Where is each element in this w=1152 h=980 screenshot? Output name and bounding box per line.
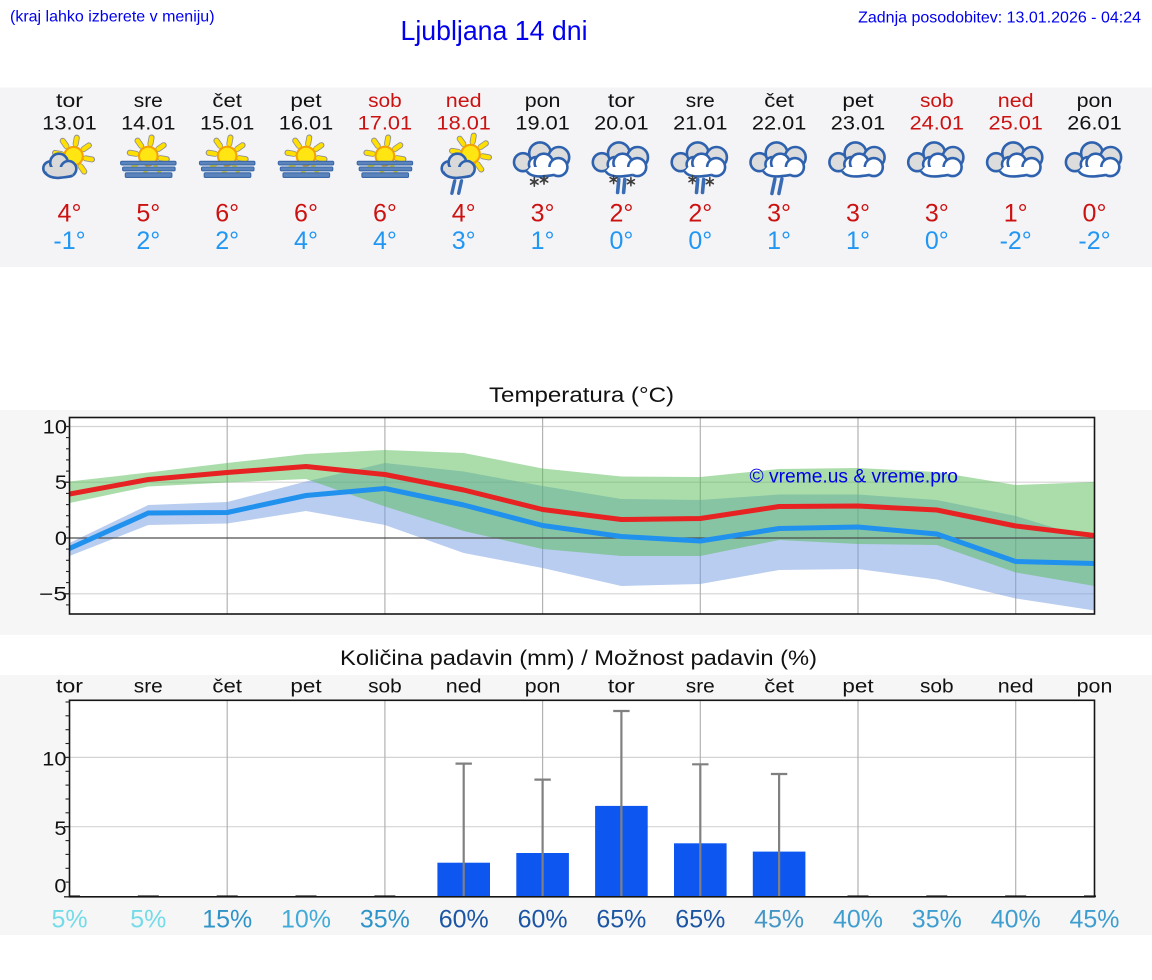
svg-text:0°: 0° bbox=[925, 227, 949, 255]
svg-text:21.01: 21.01 bbox=[673, 113, 727, 134]
svg-text:1°: 1° bbox=[531, 227, 555, 255]
svg-text:1°: 1° bbox=[846, 227, 870, 255]
svg-text:pon: pon bbox=[525, 677, 561, 698]
svg-text:15%: 15% bbox=[202, 905, 252, 933]
svg-text:5: 5 bbox=[55, 473, 67, 494]
svg-text:© vreme.us & vreme.pro: © vreme.us & vreme.pro bbox=[750, 467, 959, 488]
svg-text:5°: 5° bbox=[136, 199, 160, 227]
svg-text:čet: čet bbox=[764, 91, 794, 112]
svg-text:0: 0 bbox=[55, 529, 67, 550]
svg-text:2°: 2° bbox=[136, 227, 160, 255]
svg-text:35%: 35% bbox=[360, 905, 410, 933]
svg-text:sob: sob bbox=[368, 677, 402, 698]
svg-text:10%: 10% bbox=[281, 905, 331, 933]
svg-text:tor: tor bbox=[608, 677, 636, 698]
svg-text:pet: pet bbox=[842, 677, 874, 698]
svg-text:0: 0 bbox=[54, 877, 66, 898]
svg-text:22.01: 22.01 bbox=[752, 113, 806, 134]
svg-text:sob: sob bbox=[920, 677, 954, 698]
svg-text:Količina padavin (mm) / Možnos: Količina padavin (mm) / Možnost padavin … bbox=[340, 647, 817, 670]
svg-text:2°: 2° bbox=[688, 199, 712, 227]
svg-text:14.01: 14.01 bbox=[121, 113, 175, 134]
svg-text:45%: 45% bbox=[754, 905, 804, 933]
svg-text:10: 10 bbox=[43, 417, 67, 438]
svg-text:1°: 1° bbox=[767, 227, 791, 255]
svg-text:ned: ned bbox=[446, 91, 482, 112]
svg-text:2°: 2° bbox=[215, 227, 239, 255]
svg-text:10: 10 bbox=[42, 750, 66, 771]
svg-text:3°: 3° bbox=[767, 199, 791, 227]
svg-text:17.01: 17.01 bbox=[358, 113, 412, 134]
svg-text:26.01: 26.01 bbox=[1067, 113, 1121, 134]
svg-text:60%: 60% bbox=[518, 905, 568, 933]
svg-text:ned: ned bbox=[446, 677, 482, 698]
svg-text:40%: 40% bbox=[833, 905, 883, 933]
svg-text:sre: sre bbox=[686, 91, 715, 112]
svg-text:pon: pon bbox=[525, 91, 561, 112]
svg-text:pon: pon bbox=[1077, 91, 1113, 112]
svg-text:(kraj lahko izberete v meniju): (kraj lahko izberete v meniju) bbox=[10, 9, 215, 26]
svg-text:6°: 6° bbox=[294, 199, 318, 227]
svg-text:5: 5 bbox=[54, 819, 66, 840]
svg-text:sob: sob bbox=[368, 91, 402, 112]
svg-text:−5: −5 bbox=[39, 585, 67, 606]
svg-text:20.01: 20.01 bbox=[594, 113, 648, 134]
svg-text:16.01: 16.01 bbox=[279, 113, 333, 134]
svg-text:25.01: 25.01 bbox=[989, 113, 1043, 134]
svg-text:5%: 5% bbox=[51, 905, 87, 933]
svg-text:pet: pet bbox=[290, 677, 322, 698]
svg-text:Zadnja posodobitev: 13.01.2026: Zadnja posodobitev: 13.01.2026 - 04:24 bbox=[858, 10, 1141, 27]
svg-text:pet: pet bbox=[290, 91, 322, 112]
svg-text:3°: 3° bbox=[846, 199, 870, 227]
svg-text:tor: tor bbox=[608, 91, 636, 112]
svg-text:sob: sob bbox=[920, 91, 954, 112]
svg-text:čet: čet bbox=[764, 677, 794, 698]
svg-text:čet: čet bbox=[212, 677, 242, 698]
svg-text:6°: 6° bbox=[373, 199, 397, 227]
svg-text:4°: 4° bbox=[294, 227, 318, 255]
svg-text:65%: 65% bbox=[675, 905, 725, 933]
svg-text:-2°: -2° bbox=[1078, 227, 1110, 255]
svg-text:ned: ned bbox=[998, 91, 1034, 112]
svg-text:čet: čet bbox=[212, 91, 242, 112]
svg-text:6°: 6° bbox=[215, 199, 239, 227]
svg-text:65%: 65% bbox=[596, 905, 646, 933]
svg-text:45%: 45% bbox=[1070, 905, 1120, 933]
svg-text:sre: sre bbox=[686, 677, 715, 698]
svg-text:0°: 0° bbox=[688, 227, 712, 255]
svg-text:3°: 3° bbox=[452, 227, 476, 255]
svg-text:35%: 35% bbox=[912, 905, 962, 933]
svg-text:4°: 4° bbox=[373, 227, 397, 255]
svg-text:0°: 0° bbox=[1083, 199, 1107, 227]
svg-text:3°: 3° bbox=[531, 199, 555, 227]
svg-text:pet: pet bbox=[842, 91, 874, 112]
svg-text:19.01: 19.01 bbox=[515, 113, 569, 134]
svg-text:23.01: 23.01 bbox=[831, 113, 885, 134]
svg-text:-2°: -2° bbox=[1000, 227, 1032, 255]
svg-text:3°: 3° bbox=[925, 199, 949, 227]
svg-text:sre: sre bbox=[134, 91, 163, 112]
svg-text:2°: 2° bbox=[609, 199, 633, 227]
svg-text:sre: sre bbox=[134, 677, 163, 698]
svg-text:4°: 4° bbox=[452, 199, 476, 227]
svg-text:tor: tor bbox=[56, 91, 84, 112]
svg-text:60%: 60% bbox=[439, 905, 489, 933]
svg-text:ned: ned bbox=[998, 677, 1034, 698]
svg-text:13.01: 13.01 bbox=[42, 113, 96, 134]
svg-text:5%: 5% bbox=[130, 905, 166, 933]
svg-text:0°: 0° bbox=[609, 227, 633, 255]
svg-text:Temperatura (°C): Temperatura (°C) bbox=[489, 384, 674, 407]
svg-text:Ljubljana 14 dni: Ljubljana 14 dni bbox=[401, 15, 588, 46]
svg-text:18.01: 18.01 bbox=[437, 113, 491, 134]
svg-text:pon: pon bbox=[1077, 677, 1113, 698]
svg-text:4°: 4° bbox=[58, 199, 82, 227]
svg-text:40%: 40% bbox=[991, 905, 1041, 933]
svg-text:15.01: 15.01 bbox=[200, 113, 254, 134]
svg-text:24.01: 24.01 bbox=[910, 113, 964, 134]
svg-text:-1°: -1° bbox=[53, 227, 85, 255]
svg-text:1°: 1° bbox=[1004, 199, 1028, 227]
svg-text:tor: tor bbox=[56, 677, 84, 698]
